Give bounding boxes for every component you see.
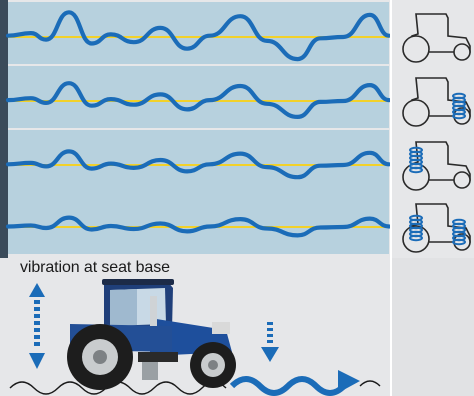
ground-wave-blue	[229, 376, 347, 396]
tractor-photo-icon	[67, 279, 236, 390]
vibration-wave	[5, 215, 392, 238]
ground-wave-end	[359, 380, 381, 387]
tractor-outline-icon	[402, 13, 471, 63]
vertical-double-arrow-icon	[29, 283, 45, 369]
left-edge-strip	[0, 0, 8, 258]
vibration-wave	[5, 10, 392, 62]
tractor-front-spring-icon	[402, 77, 471, 127]
vibration-wave	[5, 149, 392, 180]
vibration-row-panel	[8, 192, 389, 254]
vibration-rows	[5, 2, 392, 254]
down-arrow-icon	[261, 322, 279, 362]
tractor-both-springs-icon	[402, 203, 471, 253]
vibration-row-panel	[8, 130, 389, 192]
tractor-rear-spring-icon	[402, 141, 471, 191]
vibration-row-panel	[8, 66, 389, 128]
caption-vibration-at-seat-base: vibration at seat base	[20, 259, 170, 276]
vibration-wave	[5, 81, 392, 120]
right-arrow-icon	[338, 370, 360, 393]
bottom-right-panel	[391, 258, 474, 396]
tractor-icons-column	[392, 2, 474, 254]
